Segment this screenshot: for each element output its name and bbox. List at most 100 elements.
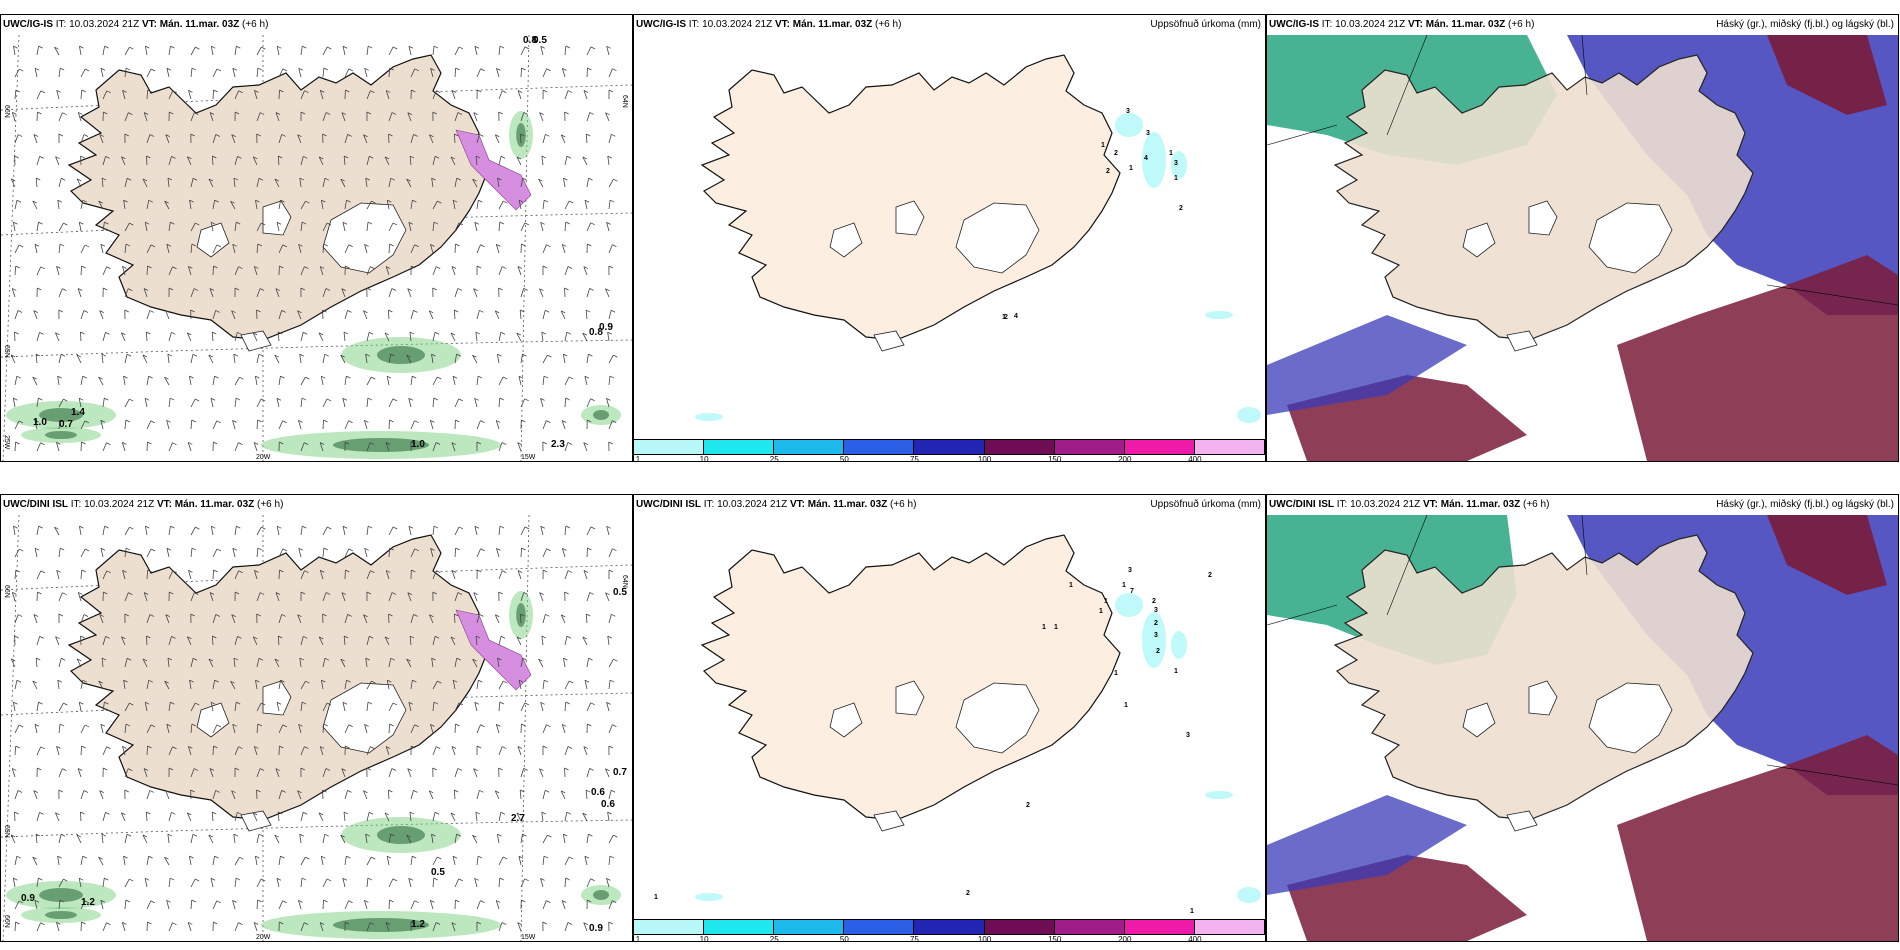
wind-barb-feather — [588, 657, 593, 661]
wind-barb-feather — [323, 243, 328, 247]
wind-barb — [35, 178, 38, 188]
iceland-landmass — [1333, 534, 1754, 832]
wind-barb-feather — [34, 419, 40, 423]
wind-barb-feather — [590, 222, 595, 226]
wind-barb-feather — [304, 922, 309, 925]
wind-barb-feather — [11, 658, 16, 662]
wind-barb — [407, 592, 412, 602]
wind-barb — [318, 812, 324, 822]
wind-barb-feather — [59, 723, 65, 727]
wind-barb — [167, 658, 170, 668]
coastline — [67, 54, 488, 341]
wind-barb-feather — [520, 133, 525, 137]
wind-barb — [476, 244, 481, 254]
wind-barb-feather — [77, 288, 83, 291]
wind-barb — [607, 636, 610, 646]
wind-barb — [124, 658, 128, 668]
wind-barb — [454, 133, 456, 144]
wind-barb — [187, 746, 192, 756]
wind-barb — [410, 548, 416, 558]
wind-barb-feather — [254, 746, 259, 749]
wind-barb-feather — [384, 812, 390, 816]
wind-barb-feather — [480, 724, 485, 728]
wind-barb-feather — [236, 701, 241, 705]
wind-barb-feather — [344, 921, 350, 925]
wind-barb — [517, 442, 522, 452]
wind-barb — [498, 222, 501, 232]
wind-barb — [494, 134, 500, 144]
wind-barb — [476, 680, 479, 690]
wind-barb — [209, 768, 214, 778]
glacier — [1462, 702, 1496, 738]
wind-barb-feather — [126, 177, 132, 181]
wind-barb — [99, 614, 104, 624]
wind-barb — [387, 789, 390, 800]
wind-barb-feather — [321, 679, 326, 683]
wind-barb-feather — [516, 636, 522, 640]
wind-barb-feather — [38, 221, 43, 225]
low-cloud-area — [1617, 255, 1898, 461]
panel-header: UWC/DINI ISL IT: 10.03.2024 21Z VT: Mán.… — [1269, 499, 1550, 510]
wind-barb-feather — [276, 525, 282, 529]
wind-barb-feather — [11, 178, 16, 182]
wind-barb-feather — [583, 442, 588, 445]
wind-barb — [78, 398, 82, 408]
wind-barb — [432, 222, 435, 232]
wind-barb — [498, 442, 503, 452]
wind-barb — [341, 288, 346, 298]
wind-barb-feather — [77, 768, 83, 771]
wind-barb-feather — [586, 133, 591, 137]
wind-barb-feather — [501, 266, 507, 269]
wind-barb-feather — [298, 419, 303, 423]
value-label: 1.2 — [81, 897, 95, 908]
wind-barb-feather — [147, 441, 152, 445]
wind-barb-feather — [523, 592, 528, 595]
wind-barb-feather — [456, 833, 461, 837]
wind-barb — [561, 548, 566, 558]
value-label: 0.9 — [599, 322, 613, 333]
wind-barb-feather — [434, 635, 440, 639]
wind-barb — [233, 658, 236, 668]
wind-barb-feather — [124, 133, 130, 137]
wind-barb — [146, 200, 150, 210]
wind-barb-feather — [384, 332, 390, 336]
wind-barb — [364, 724, 368, 734]
value-label: 0.7 — [613, 767, 627, 778]
wind-barb-feather — [298, 243, 303, 247]
wind-barb — [58, 834, 62, 844]
wind-barb — [520, 112, 525, 122]
wind-barb — [494, 310, 500, 320]
wind-barb — [608, 548, 613, 558]
wind-barb — [80, 921, 82, 932]
wind-barb-feather — [148, 199, 153, 203]
wind-barb — [388, 592, 393, 602]
wind-barb-feather — [607, 331, 612, 335]
wind-barb — [300, 570, 305, 580]
colorbar-tick: 200 — [1118, 455, 1132, 462]
wind-barb-feather — [14, 635, 19, 639]
wind-barb — [605, 768, 610, 778]
wind-barb-feather — [257, 243, 262, 247]
wind-barb-feather — [365, 177, 370, 181]
wind-barb-feather — [232, 547, 238, 551]
wind-barb — [13, 46, 16, 56]
wind-barb-feather — [98, 856, 103, 860]
wind-barb — [234, 526, 237, 536]
wind-barb-feather — [407, 288, 412, 291]
wind-barb — [498, 636, 502, 646]
wind-barb-feather — [280, 855, 285, 859]
lat-label: 65N — [3, 345, 10, 358]
wind-barb — [608, 354, 614, 364]
wind-barb — [451, 570, 456, 580]
wind-barb-feather — [279, 921, 284, 925]
wind-barb — [124, 878, 130, 888]
wind-barb-feather — [14, 155, 19, 159]
wind-barb-feather — [320, 266, 325, 269]
wind-barb — [124, 592, 129, 602]
wind-barb — [520, 526, 526, 536]
wind-barb-feather — [305, 200, 310, 204]
wind-barb-feather — [321, 375, 326, 379]
wind-barb-feather — [611, 613, 616, 617]
wind-barb-feather — [121, 332, 126, 336]
colorbar-cell — [704, 440, 775, 454]
